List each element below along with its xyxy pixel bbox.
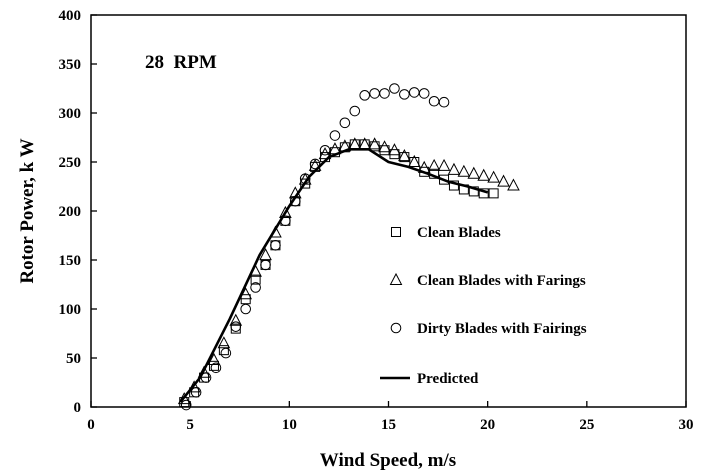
y-tick-label: 400 xyxy=(59,8,82,24)
legend-label: Predicted xyxy=(417,371,479,387)
rpm-annotation: 28 RPM xyxy=(145,52,217,73)
clean-blades-with-farings-point xyxy=(399,150,410,161)
dirty-blades-with-fairings-point xyxy=(271,241,281,251)
dirty-blades-with-fairings-point xyxy=(439,97,449,107)
clean-blades-with-farings-point xyxy=(379,141,390,152)
x-tick-label: 25 xyxy=(579,417,594,433)
legend-marker xyxy=(392,228,401,237)
x-tick-label: 5 xyxy=(186,417,194,433)
x-axis-label: Wind Speed, m/s xyxy=(320,450,456,471)
dirty-blades-with-fairings-point xyxy=(350,106,360,116)
dirty-blades-with-fairings-point xyxy=(370,89,380,99)
legend-label: Dirty Blades with Fairings xyxy=(417,321,587,337)
y-axis-label: Rotor Power, k W xyxy=(17,138,38,283)
dirty-blades-with-fairings-point xyxy=(419,89,429,99)
clean-blades-with-farings-point xyxy=(498,176,509,187)
dirty-blades-with-fairings-point xyxy=(360,91,370,101)
clean-blades-point xyxy=(489,189,498,198)
x-tick-label: 15 xyxy=(381,417,396,433)
dirty-blades-with-fairings-point xyxy=(221,348,231,358)
clean-blades-with-farings-point xyxy=(369,138,380,149)
x-tick-label: 20 xyxy=(480,417,495,433)
y-tick-label: 100 xyxy=(59,302,82,318)
x-tick-label: 30 xyxy=(679,417,694,433)
plot-frame xyxy=(91,15,686,407)
legend-label: Clean Blades xyxy=(417,225,501,241)
x-tick-label: 10 xyxy=(282,417,297,433)
y-tick-label: 200 xyxy=(59,204,82,220)
dirty-blades-with-fairings-point xyxy=(390,84,400,94)
y-tick-label: 0 xyxy=(74,400,82,416)
dirty-blades-with-fairings-point xyxy=(400,90,410,100)
clean-blades-with-farings-point xyxy=(508,180,519,191)
dirty-blades-with-fairings-point xyxy=(261,260,271,270)
dirty-blades-with-fairings-point xyxy=(429,96,439,106)
dirty-blades-with-fairings-point xyxy=(380,89,390,99)
dirty-blades-with-fairings-point xyxy=(330,131,340,141)
legend: Clean Blades Clean Blades with Farings Dir… xyxy=(380,225,587,387)
dirty-blades-with-fairings-point xyxy=(241,304,251,314)
legend-marker xyxy=(391,274,402,285)
y-tick-label: 150 xyxy=(59,253,82,269)
dirty-blades-with-fairings-point xyxy=(340,118,350,128)
y-tick-label: 350 xyxy=(59,57,82,73)
clean-blades-with-farings-point xyxy=(448,164,459,175)
clean-blades-with-farings-point xyxy=(439,160,450,171)
clean-blades-point xyxy=(370,142,379,151)
legend-marker xyxy=(391,323,401,333)
dirty-blades-with-fairings-point xyxy=(231,322,241,332)
marker-layer xyxy=(179,84,519,410)
y-tick-label: 50 xyxy=(66,351,81,367)
y-tick-label: 250 xyxy=(59,155,82,171)
x-tick-label: 0 xyxy=(87,417,95,433)
axes xyxy=(91,15,686,407)
legend-label: Clean Blades with Farings xyxy=(417,273,586,289)
y-tick-label: 300 xyxy=(59,106,82,122)
dirty-blades-with-fairings-point xyxy=(320,145,330,155)
dirty-blades-with-fairings-point xyxy=(409,88,419,98)
